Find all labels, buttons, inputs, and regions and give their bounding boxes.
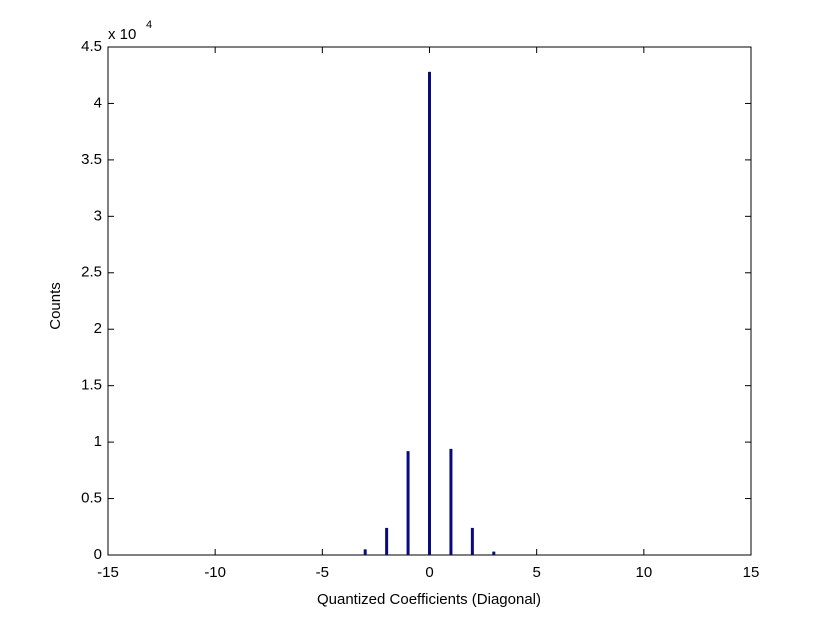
- bar: [492, 551, 496, 555]
- x-tick-label: -10: [204, 564, 226, 581]
- bar: [428, 71, 431, 555]
- y-tick-label: 0: [94, 546, 102, 563]
- y-tick-label: 1.5: [81, 377, 102, 394]
- x-axis-label: Quantized Coefficients (Diagonal): [317, 591, 541, 608]
- bar: [470, 527, 474, 555]
- y-tick-label: 3: [94, 207, 102, 224]
- y-axis-label: Counts: [47, 282, 64, 330]
- x-tick-label: -5: [316, 564, 329, 581]
- y-tick-label: 3.5: [81, 151, 102, 168]
- y-tick-label: 2.5: [81, 264, 102, 281]
- y-tick-label: 2: [94, 320, 102, 337]
- bar: [449, 448, 453, 555]
- x-tick-label: 5: [532, 564, 540, 581]
- bar: [385, 527, 389, 555]
- y-tick-label: 4.5: [81, 38, 102, 55]
- y-scale-base: x 10: [108, 26, 136, 43]
- bar: [363, 549, 367, 555]
- x-tick-label: -15: [97, 564, 119, 581]
- y-scale-exponent: 4: [146, 19, 152, 31]
- y-tick-label: 0.5: [81, 490, 102, 507]
- x-tick-label: 0: [425, 564, 433, 581]
- y-tick-label: 1: [94, 433, 102, 450]
- bar: [406, 451, 410, 555]
- x-tick-label: 10: [635, 564, 652, 581]
- x-tick-label: 15: [743, 564, 760, 581]
- y-tick-label: 4: [94, 94, 102, 111]
